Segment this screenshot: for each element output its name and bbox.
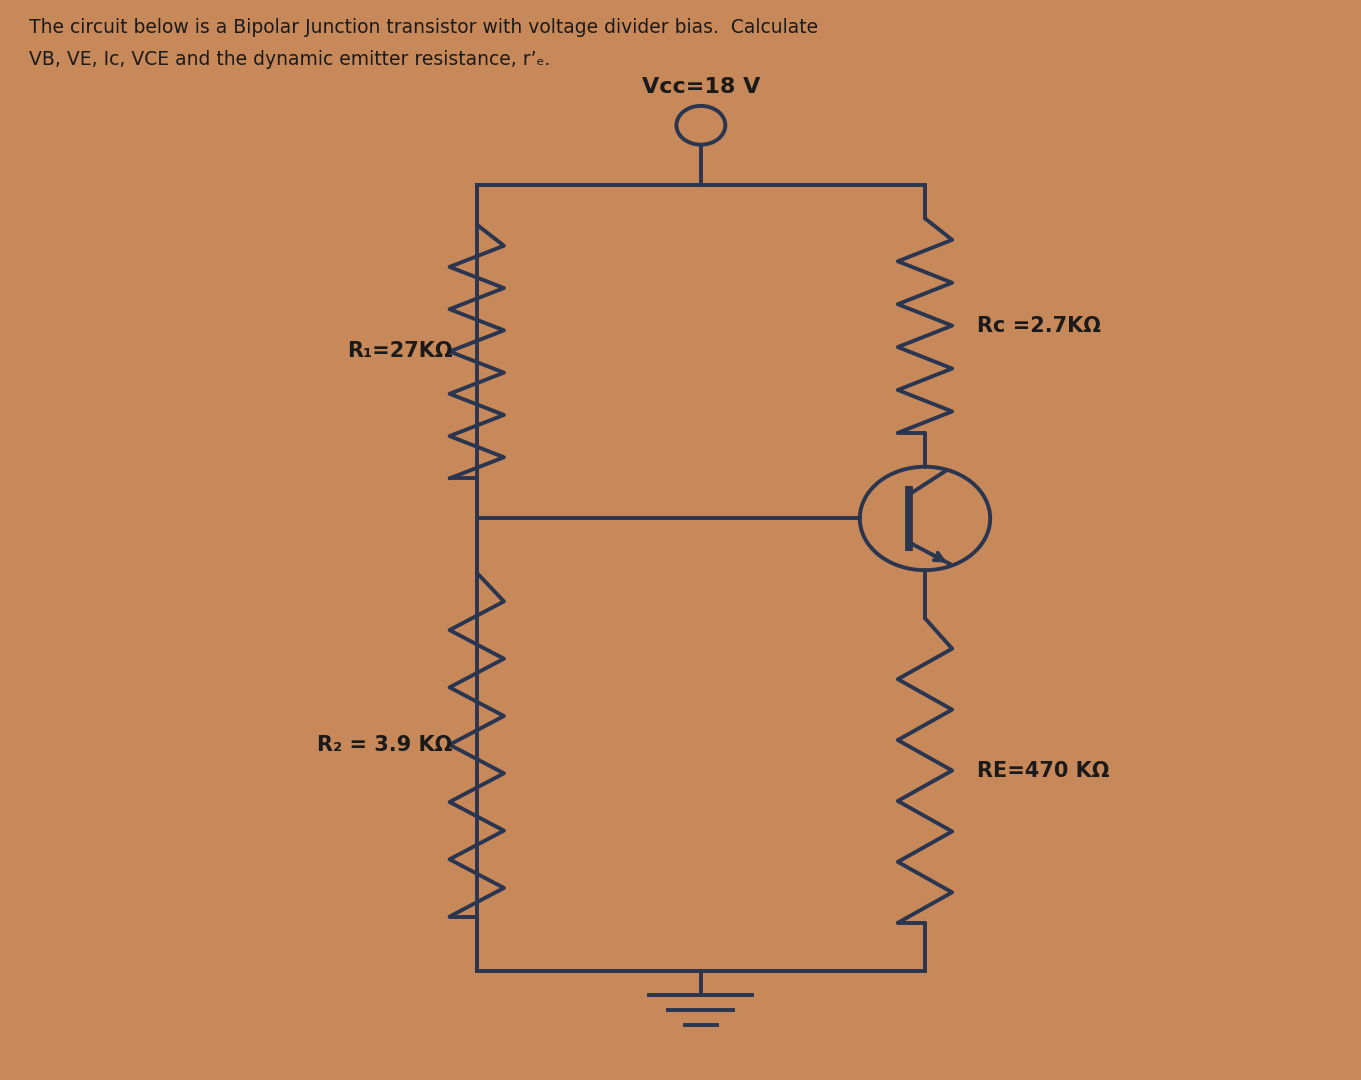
Text: R₂ = 3.9 KΩ: R₂ = 3.9 KΩ [317, 734, 452, 755]
Text: VB, VE, Ic, VCE and the dynamic emitter resistance, r’ₑ.: VB, VE, Ic, VCE and the dynamic emitter … [29, 50, 550, 69]
Text: Rc =2.7KΩ: Rc =2.7KΩ [977, 315, 1101, 336]
Text: R₁=27KΩ: R₁=27KΩ [347, 341, 452, 362]
Text: Vcc=18 V: Vcc=18 V [641, 78, 759, 97]
Text: The circuit below is a Bipolar Junction transistor with voltage divider bias.  C: The circuit below is a Bipolar Junction … [29, 17, 818, 37]
Text: RE=470 KΩ: RE=470 KΩ [977, 760, 1109, 781]
